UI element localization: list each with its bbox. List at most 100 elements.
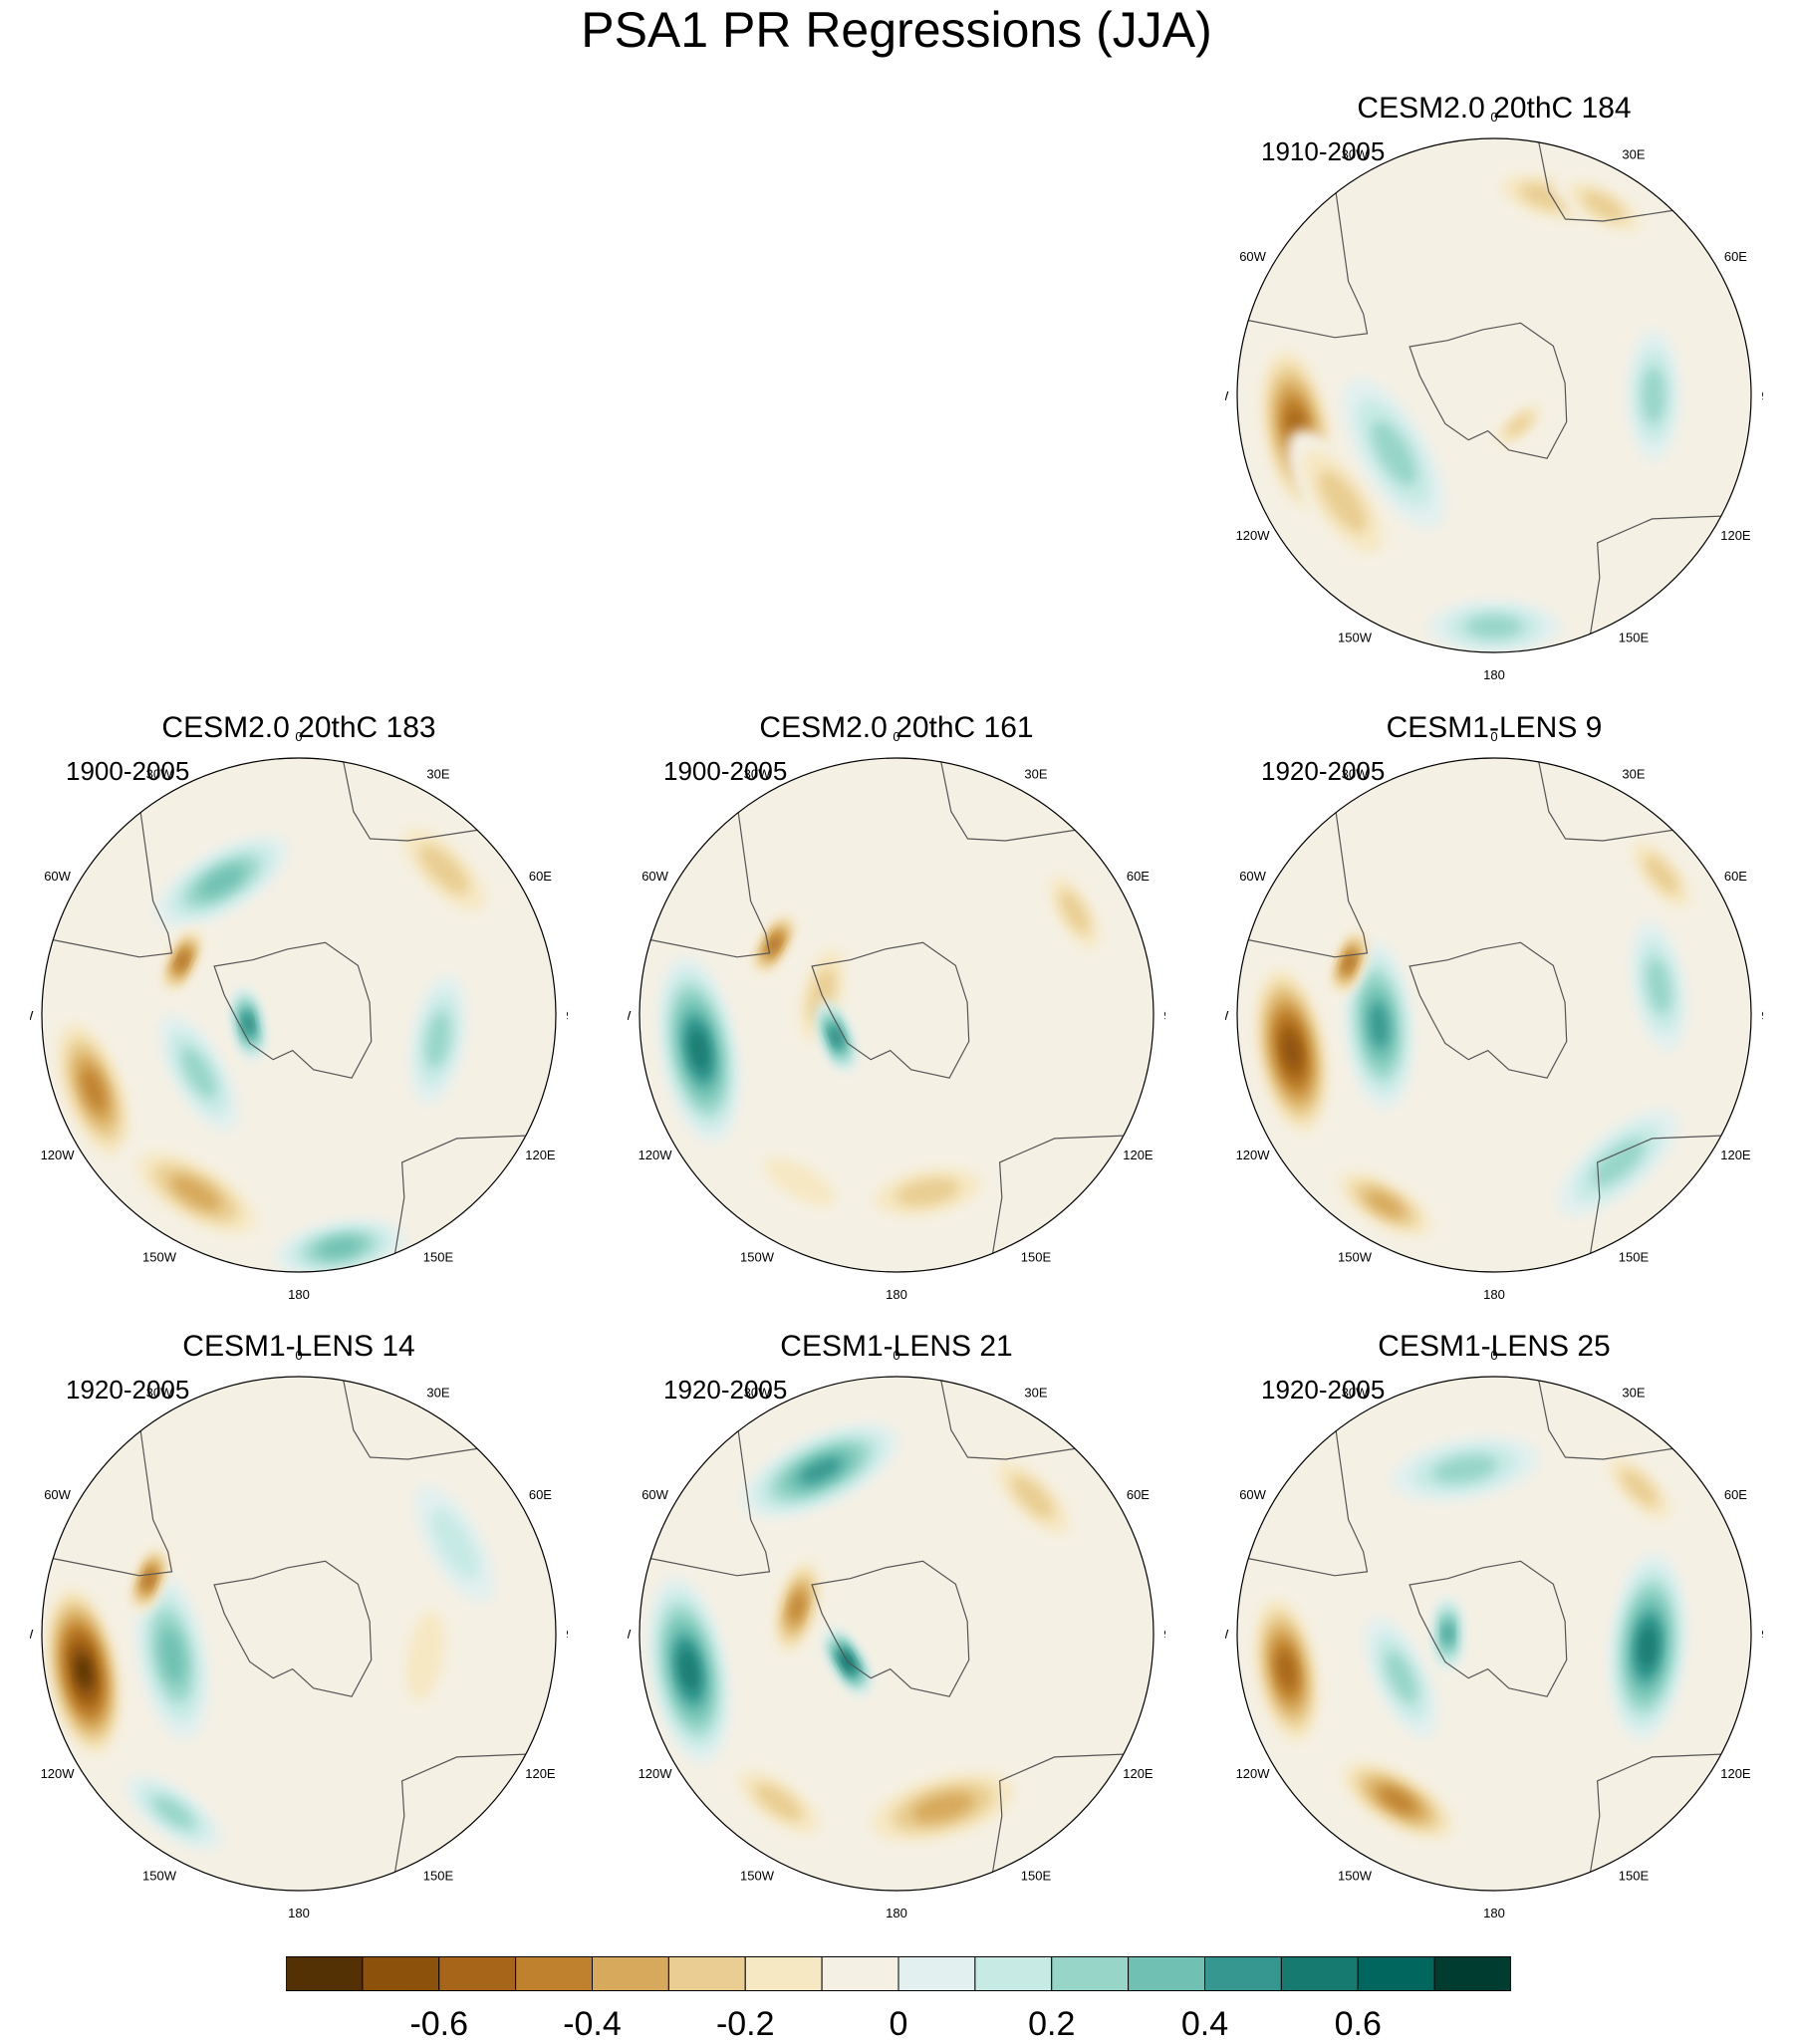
coastline [1409, 322, 1568, 459]
panel-period: 1920-2005 [1261, 756, 1386, 786]
longitude-label: 120W [1236, 1766, 1271, 1781]
longitude-label: 120E [1123, 1766, 1153, 1781]
regression-contour [1365, 1190, 1406, 1218]
colorbar-swatch [592, 1956, 669, 1991]
coastline [53, 1430, 173, 1577]
colorbar-swatch [1051, 1956, 1130, 1991]
longitude-label: 150W [142, 1249, 177, 1264]
polar-map: 0 30E 60E 90E 120E 150E 180 150W 120W 90W 60W 30W [628, 729, 1165, 1302]
longitude-label: 120W [1236, 528, 1271, 543]
regression-contour [1505, 413, 1533, 437]
map-panel-1: CESM2.0 20thC 184 1910-2005 0 30E 60E 90E 12… [1225, 92, 1763, 689]
longitude-label: 120E [525, 1148, 556, 1162]
regression-contour [1385, 1651, 1417, 1703]
longitude-label: 0 [893, 1348, 899, 1363]
coastline [650, 1430, 771, 1577]
polar-map: 0 30E 60E 90E 120E 150E 180 150W 120W 90W 60W 30W [1225, 110, 1763, 682]
longitude-label: 30W [146, 1386, 173, 1401]
polar-map: 0 30E 60E 90E 120E 150E 180 150W 120W 90W 60W 30W [1225, 729, 1763, 1302]
coastline [394, 1753, 526, 1873]
regression-contour [911, 1792, 974, 1823]
map-border [41, 757, 557, 1273]
longitude-label: 150E [1619, 1249, 1650, 1264]
longitude-label: 30W [744, 767, 771, 782]
colorbar-swatch [974, 1956, 1053, 1991]
longitude-label: 120E [1720, 528, 1751, 543]
panel-title: CESM1-LENS 9 [1386, 711, 1603, 744]
longitude-label: 60W [641, 1487, 668, 1502]
regression-contour [76, 1655, 92, 1688]
longitude-label: 150W [740, 1868, 775, 1883]
longitude-label: 30W [744, 1386, 771, 1401]
panel-title: CESM1-LENS 14 [182, 1330, 415, 1363]
regression-contour [405, 1611, 445, 1701]
map-panel-6: CESM1-LENS 21 1920-2005 0 30E 60E 90E 120E 15… [628, 1330, 1165, 1927]
panel-period: 1910-2005 [1261, 136, 1386, 166]
map-panel-4: CESM1-LENS 9 1920-2005 0 30E 60E 90E 120E 150… [1225, 711, 1763, 1309]
longitude-label: 0 [1490, 110, 1497, 125]
colorbar-swatch [1204, 1956, 1282, 1991]
colorbar-swatch [515, 1956, 593, 1991]
regression-contour [177, 952, 187, 969]
coastline [1248, 192, 1369, 339]
longitude-label: 150W [1338, 1868, 1373, 1883]
longitude-label: 90E [1761, 1008, 1763, 1023]
regression-contour [152, 1796, 194, 1829]
colorbar-swatch [897, 1956, 976, 1991]
colorbar-tick-label: -0.2 [715, 2005, 775, 2043]
longitude-label: 60E [1127, 1487, 1150, 1502]
regression-contour [1345, 953, 1354, 971]
map-border [41, 1376, 557, 1892]
colorbar-tick-label: 0 [889, 2005, 908, 2043]
longitude-label: 120E [525, 1766, 556, 1781]
longitude-label: 60W [641, 869, 668, 884]
longitude-label: 150E [1021, 1249, 1052, 1264]
longitude-label: 120W [41, 1766, 76, 1781]
regression-contour [430, 1508, 479, 1580]
panel-period: 1900-2005 [66, 756, 190, 786]
regression-contour [831, 1028, 841, 1046]
regression-contour [159, 1628, 185, 1684]
map-panel-2: CESM2.0 20thC 183 1900-2005 0 30E 60E 90E 12… [30, 711, 568, 1309]
longitude-label: 150E [423, 1249, 454, 1264]
polar-map: 0 30E 60E 90E 120E 150E 180 150W 120W 90W 60W 30W [30, 1348, 568, 1920]
regression-contour [689, 1028, 709, 1072]
colorbar [286, 1956, 1511, 1991]
colorbar-swatch [362, 1956, 440, 1991]
longitude-label: 0 [1490, 1348, 1497, 1363]
longitude-label: 90W [628, 1627, 632, 1642]
colorbar-swatch [744, 1956, 823, 1991]
map-border [1236, 1376, 1752, 1892]
coastline [343, 761, 478, 842]
longitude-label: 90E [1761, 1627, 1763, 1642]
polar-map: 0 30E 60E 90E 120E 150E 180 150W 120W 90W 60W 30W [1225, 1348, 1763, 1920]
longitude-label: 30W [1342, 147, 1369, 162]
regression-contour [1644, 855, 1679, 894]
regression-contour [1443, 1623, 1452, 1645]
longitude-label: 120W [1236, 1148, 1271, 1162]
colorbar-swatch [1433, 1956, 1511, 1991]
longitude-label: 30E [426, 767, 449, 782]
longitude-label: 90W [628, 1008, 632, 1023]
longitude-label: 30E [1024, 1386, 1047, 1401]
longitude-label: 30E [1024, 767, 1047, 782]
panel-period: 1900-2005 [663, 756, 788, 786]
longitude-label: 150E [1619, 1868, 1650, 1883]
regression-contour [425, 1011, 451, 1068]
colorbar-swatch [1280, 1956, 1359, 1991]
longitude-label: 90W [1225, 388, 1229, 403]
coastline [992, 1135, 1124, 1254]
colorbar-swatch [438, 1956, 517, 1991]
longitude-label: 30W [1342, 1386, 1369, 1401]
coastline [992, 1753, 1124, 1873]
longitude-label: 120W [41, 1148, 76, 1162]
regression-contour [764, 1157, 836, 1206]
colorbar-tick-label: 0.6 [1334, 2005, 1382, 2043]
regression-contour [790, 1592, 805, 1623]
longitude-label: 180 [1483, 1906, 1505, 1920]
regression-contour [1372, 420, 1416, 486]
longitude-label: 30E [1622, 767, 1645, 782]
regression-contour [1369, 1001, 1389, 1049]
regression-contour [1011, 1475, 1055, 1519]
regression-contour [244, 1015, 252, 1033]
